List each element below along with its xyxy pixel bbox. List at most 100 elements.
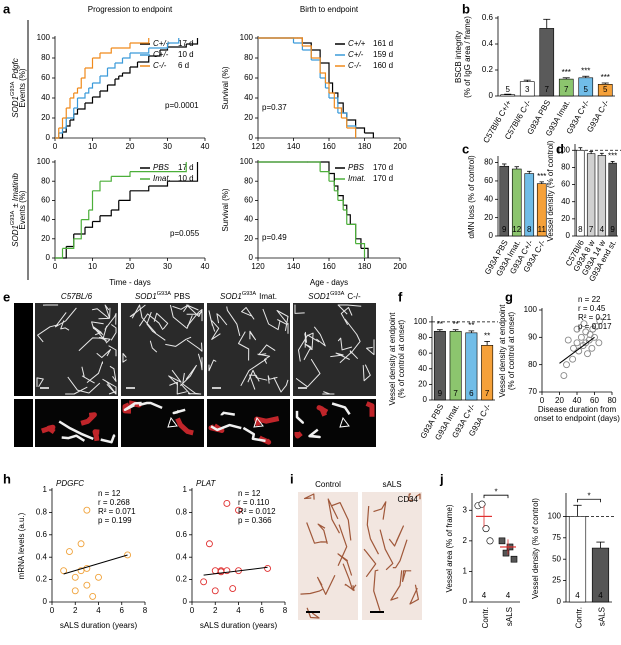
row-label: SOD1G93A Pdgfc — [10, 58, 20, 118]
vessel — [81, 366, 95, 384]
bar — [608, 162, 617, 237]
km-step — [311, 49, 321, 63]
panel-letter: b — [462, 1, 470, 16]
x-tick-label: 180 — [358, 142, 372, 151]
panel-letter: f — [398, 289, 403, 304]
y-tick-label: 0.4 — [36, 552, 48, 561]
km-step — [297, 37, 303, 46]
panel-letter: d — [556, 141, 564, 156]
y-axis-label: αMN loss (% of control) — [467, 155, 476, 239]
km-step — [329, 180, 335, 191]
x-tick-label: Contr. — [481, 607, 490, 628]
micrograph — [362, 492, 422, 620]
y-tick-label: 0.8 — [176, 508, 188, 517]
column-label: SOD1G93A PBS — [135, 291, 190, 301]
n-label: 6 — [469, 389, 474, 398]
y-tick-label: 90 — [528, 332, 537, 341]
y-tick-label: 0.6 — [36, 530, 48, 539]
point — [65, 548, 73, 556]
vessel — [257, 353, 271, 364]
km-step — [343, 209, 348, 225]
point — [502, 549, 510, 557]
significance: ** — [468, 321, 474, 330]
vessel — [337, 337, 353, 351]
km-step — [118, 73, 124, 77]
stat-annotation: p = 0.366 — [238, 516, 272, 525]
bar — [586, 153, 596, 237]
y-tick-label: 0.2 — [176, 575, 188, 584]
y-tick-label: 80 — [418, 333, 427, 342]
stat-annotation: R² = 0.071 — [98, 507, 136, 516]
image-bg — [121, 399, 204, 447]
vessel — [379, 529, 394, 571]
vessel — [109, 365, 117, 382]
vessel — [58, 420, 94, 441]
km-step — [58, 118, 64, 129]
point — [560, 372, 568, 380]
x-tick-label: 6 — [120, 606, 125, 615]
significance: *** — [581, 66, 590, 75]
column-label: SOD1G93A Imat. — [220, 291, 277, 301]
y-tick-label: 0 — [249, 253, 254, 262]
vessel — [104, 313, 117, 330]
point — [580, 320, 588, 328]
km-step — [341, 117, 348, 128]
vessel — [300, 588, 323, 595]
km-step — [302, 49, 312, 60]
km-step — [85, 88, 90, 94]
x-tick-label: 2 — [213, 606, 218, 615]
vessel — [40, 424, 56, 434]
point — [478, 500, 486, 508]
km-step — [111, 43, 131, 49]
km-step — [85, 97, 94, 104]
legend-label: PBS — [348, 163, 365, 172]
vessel — [307, 332, 314, 351]
y-tick-label: 0 — [423, 395, 428, 404]
bar — [591, 547, 610, 603]
vessel — [317, 575, 336, 595]
vessel — [408, 493, 414, 502]
bar — [449, 330, 462, 401]
point — [592, 322, 600, 330]
y-tick-label: 0 — [46, 253, 51, 262]
y-tick-label: 60 — [244, 196, 253, 205]
y-tick-label: 75 — [552, 533, 561, 542]
y-axis-label: Vessel area (% of frame) — [445, 504, 454, 592]
vessel — [86, 361, 103, 383]
n-label: 9 — [610, 225, 615, 234]
x-tick-label: 140 — [287, 142, 301, 151]
point — [510, 555, 518, 563]
trend-line — [559, 336, 595, 364]
point — [591, 333, 598, 341]
km-step — [130, 62, 139, 68]
p-value: p=0.055 — [170, 229, 200, 238]
y-tick-label: 20 — [244, 113, 253, 122]
x-tick-label: 200 — [393, 262, 407, 271]
y-tick-label: 0.6 — [176, 530, 188, 539]
legend-value: 10 d — [178, 174, 194, 183]
y-tick-label: 40 — [484, 194, 493, 203]
km-step — [88, 83, 94, 89]
y-tick-label: 20 — [561, 214, 570, 223]
vessel — [108, 345, 117, 357]
vessel — [295, 358, 321, 388]
vessel — [294, 304, 305, 314]
vessel — [131, 304, 157, 334]
panel-letter: j — [439, 471, 444, 486]
km-step — [148, 50, 161, 57]
x-tick-label: 4 — [236, 606, 241, 615]
point — [569, 355, 577, 363]
km-step — [355, 243, 366, 258]
km-step — [130, 162, 187, 173]
vessel — [390, 570, 403, 601]
allele: G93A — [242, 291, 257, 297]
vessel — [402, 570, 412, 582]
significance: * — [587, 491, 590, 500]
km-step — [100, 85, 109, 92]
vessel — [330, 352, 350, 360]
vessel — [365, 401, 375, 417]
n-label: 9 — [502, 225, 507, 234]
vessel — [267, 375, 278, 384]
km-step — [325, 82, 330, 93]
